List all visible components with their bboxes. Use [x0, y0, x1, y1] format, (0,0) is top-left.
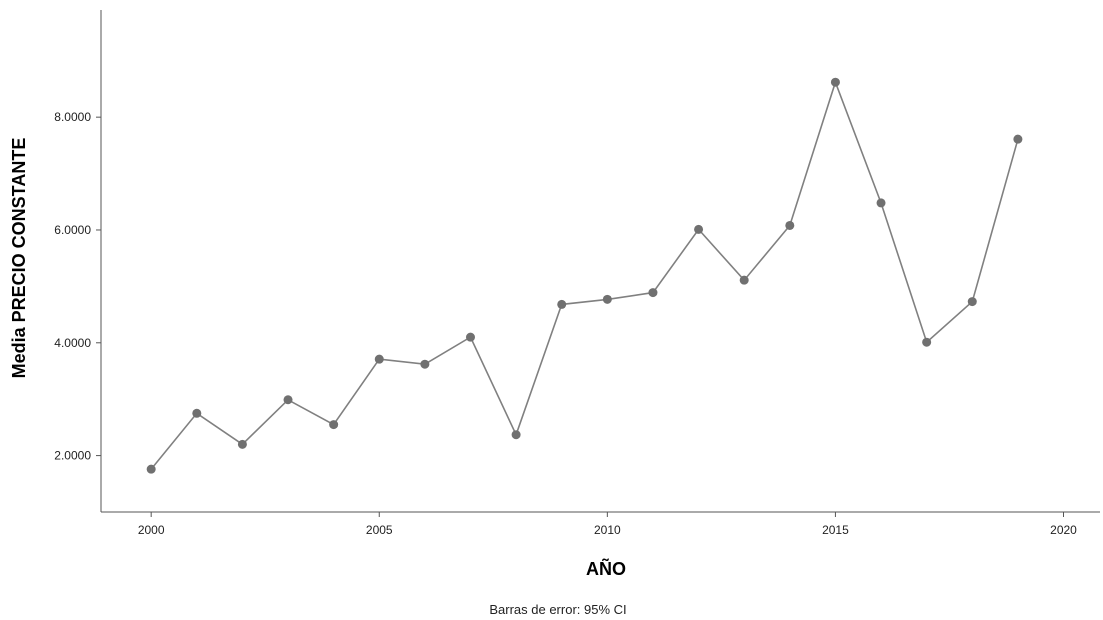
data-point [739, 275, 749, 285]
x-tick-label: 2005 [366, 523, 393, 537]
y-ticks: 2.0000 4.0000 6.0000 8.0000 [54, 110, 101, 463]
x-ticks: 2000 2005 2010 2015 2020 [138, 512, 1077, 537]
data-point [602, 294, 612, 304]
x-axis-title: AÑO [586, 558, 626, 579]
data-point [876, 198, 886, 208]
data-point [465, 332, 475, 342]
data-point [830, 77, 840, 87]
data-point [922, 337, 932, 347]
x-tick-label: 2010 [594, 523, 621, 537]
x-tick-label: 2000 [138, 523, 165, 537]
x-tick-label: 2020 [1050, 523, 1077, 537]
y-axis-title: Media PRECIO CONSTANTE [9, 138, 29, 379]
data-point [192, 408, 202, 418]
data-point [694, 224, 704, 234]
data-point [967, 297, 977, 307]
data-points [146, 77, 1023, 474]
series-line [150, 79, 1019, 470]
error-bar-footnote: Barras de error: 95% CI [489, 602, 626, 617]
data-point [648, 288, 658, 298]
y-tick-label: 4.0000 [54, 336, 91, 350]
data-point [785, 220, 795, 230]
data-point [283, 395, 293, 405]
data-point [374, 354, 384, 364]
data-point [557, 299, 567, 309]
x-tick-label: 2015 [822, 523, 849, 537]
data-point [1013, 134, 1023, 144]
y-tick-label: 6.0000 [54, 223, 91, 237]
data-point [511, 430, 521, 440]
data-point [420, 359, 430, 369]
y-tick-label: 8.0000 [54, 110, 91, 124]
data-point [146, 464, 156, 474]
y-tick-label: 2.0000 [54, 449, 91, 463]
data-point [237, 439, 247, 449]
data-point [329, 420, 339, 430]
